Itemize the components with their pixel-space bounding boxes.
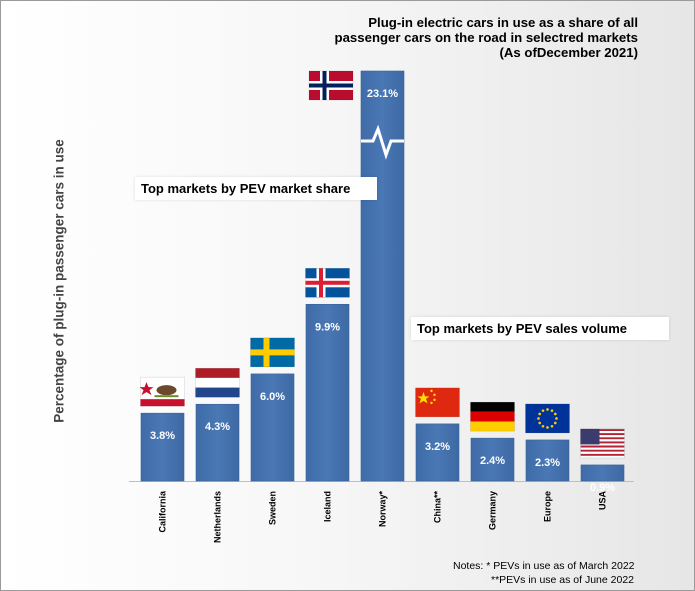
iceland-flag-icon (305, 267, 350, 298)
x-tick-label: California (158, 490, 168, 533)
sweden-flag-icon (250, 337, 295, 368)
note-line-1: Notes: * PEVs in use as of March 2022 (453, 560, 635, 572)
data-label: 3.8% (150, 430, 175, 442)
germany-flag-icon (470, 401, 515, 432)
bar-sweden (250, 373, 295, 482)
data-label: 2.3% (535, 457, 560, 469)
axis-break-marker (361, 124, 404, 160)
bar-europe (525, 439, 570, 482)
netherlands-flag-icon (195, 367, 240, 398)
x-tick-label: Norway* (378, 491, 388, 528)
norway-flag-icon (308, 70, 354, 101)
data-label: 3.2% (425, 441, 450, 453)
bar-china (415, 423, 460, 482)
bar-netherlands (195, 403, 240, 482)
bar-usa (580, 464, 625, 482)
china-flag-icon (415, 387, 460, 418)
x-tick-label: Germany (488, 491, 498, 530)
notes: Notes: * PEVs in use as of March 2022 **… (453, 559, 635, 587)
california-flag-icon (139, 376, 185, 407)
data-label: 2.4% (480, 455, 505, 467)
callout-sales-volume: Top markets by PEV sales volume (411, 317, 669, 340)
data-label: 4.3% (205, 421, 230, 433)
chart-title: Plug-in electric cars in use as a share … (278, 15, 638, 60)
bar-norway (360, 70, 405, 482)
note-line-2: **PEVs in use as of June 2022 (491, 574, 635, 586)
data-label: 0.9% (590, 482, 615, 494)
chart-title-line-1: Plug-in electric cars in use as a share … (368, 15, 638, 30)
x-tick-label: Iceland (323, 491, 333, 522)
callout-market-share: Top markets by PEV market share (135, 177, 377, 200)
x-tick-label: Netherlands (213, 491, 223, 543)
data-label: 6.0% (260, 391, 285, 403)
data-label: 23.1% (367, 88, 398, 100)
x-tick-label: USA (598, 491, 608, 511)
chart-title-line-3: (As ofDecember 2021) (499, 45, 638, 60)
eu-flag-icon (525, 403, 570, 434)
bar-germany (470, 437, 515, 482)
y-axis-label-text: Percentage of plug-in passenger cars in … (51, 139, 67, 423)
x-tick-label: Sweden (268, 491, 278, 525)
x-tick-label: Europe (543, 491, 553, 522)
x-tick-label: China** (433, 491, 443, 524)
bar-iceland (305, 303, 350, 482)
usa-flag-icon (580, 428, 625, 459)
data-label: 9.9% (315, 321, 340, 333)
bar-california (140, 412, 185, 482)
chart-title-line-2: passenger cars on the road in selectred … (334, 30, 638, 45)
